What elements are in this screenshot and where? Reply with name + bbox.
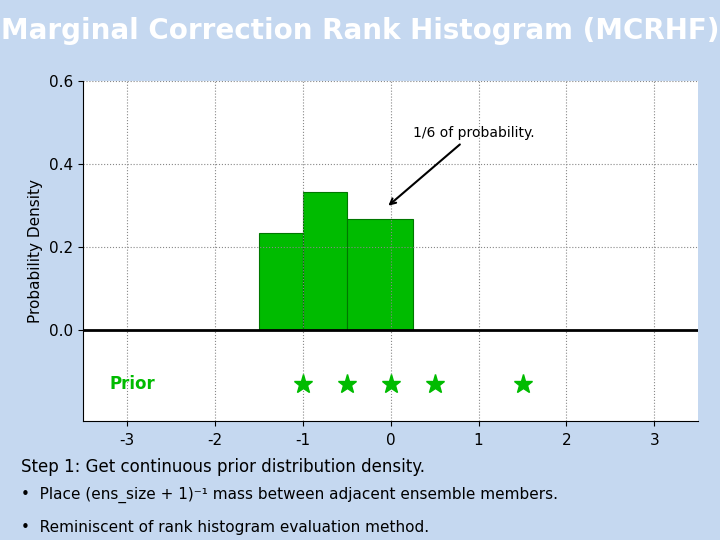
Y-axis label: Probability Density: Probability Density [28, 179, 43, 323]
Bar [258, 233, 302, 330]
Text: 3: 3 [649, 433, 660, 448]
Text: 1: 1 [474, 433, 483, 448]
Text: Step 1: Get continuous prior distribution density.: Step 1: Get continuous prior distributio… [22, 458, 426, 476]
Text: -3: -3 [119, 433, 135, 448]
Text: -2: -2 [207, 433, 222, 448]
Text: 2: 2 [562, 433, 571, 448]
Text: -1: -1 [295, 433, 310, 448]
Bar [346, 219, 413, 330]
Text: •  Place (ens_size + 1)⁻¹ mass between adjacent ensemble members.: • Place (ens_size + 1)⁻¹ mass between ad… [22, 487, 558, 503]
Text: 0: 0 [386, 433, 395, 448]
Bar [302, 192, 346, 330]
Text: Prior: Prior [109, 375, 155, 393]
Text: Marginal Correction Rank Histogram (MCRHF): Marginal Correction Rank Histogram (MCRH… [1, 17, 719, 45]
Text: •  Reminiscent of rank histogram evaluation method.: • Reminiscent of rank histogram evaluati… [22, 521, 429, 535]
Text: 1/6 of probability.: 1/6 of probability. [390, 126, 534, 204]
